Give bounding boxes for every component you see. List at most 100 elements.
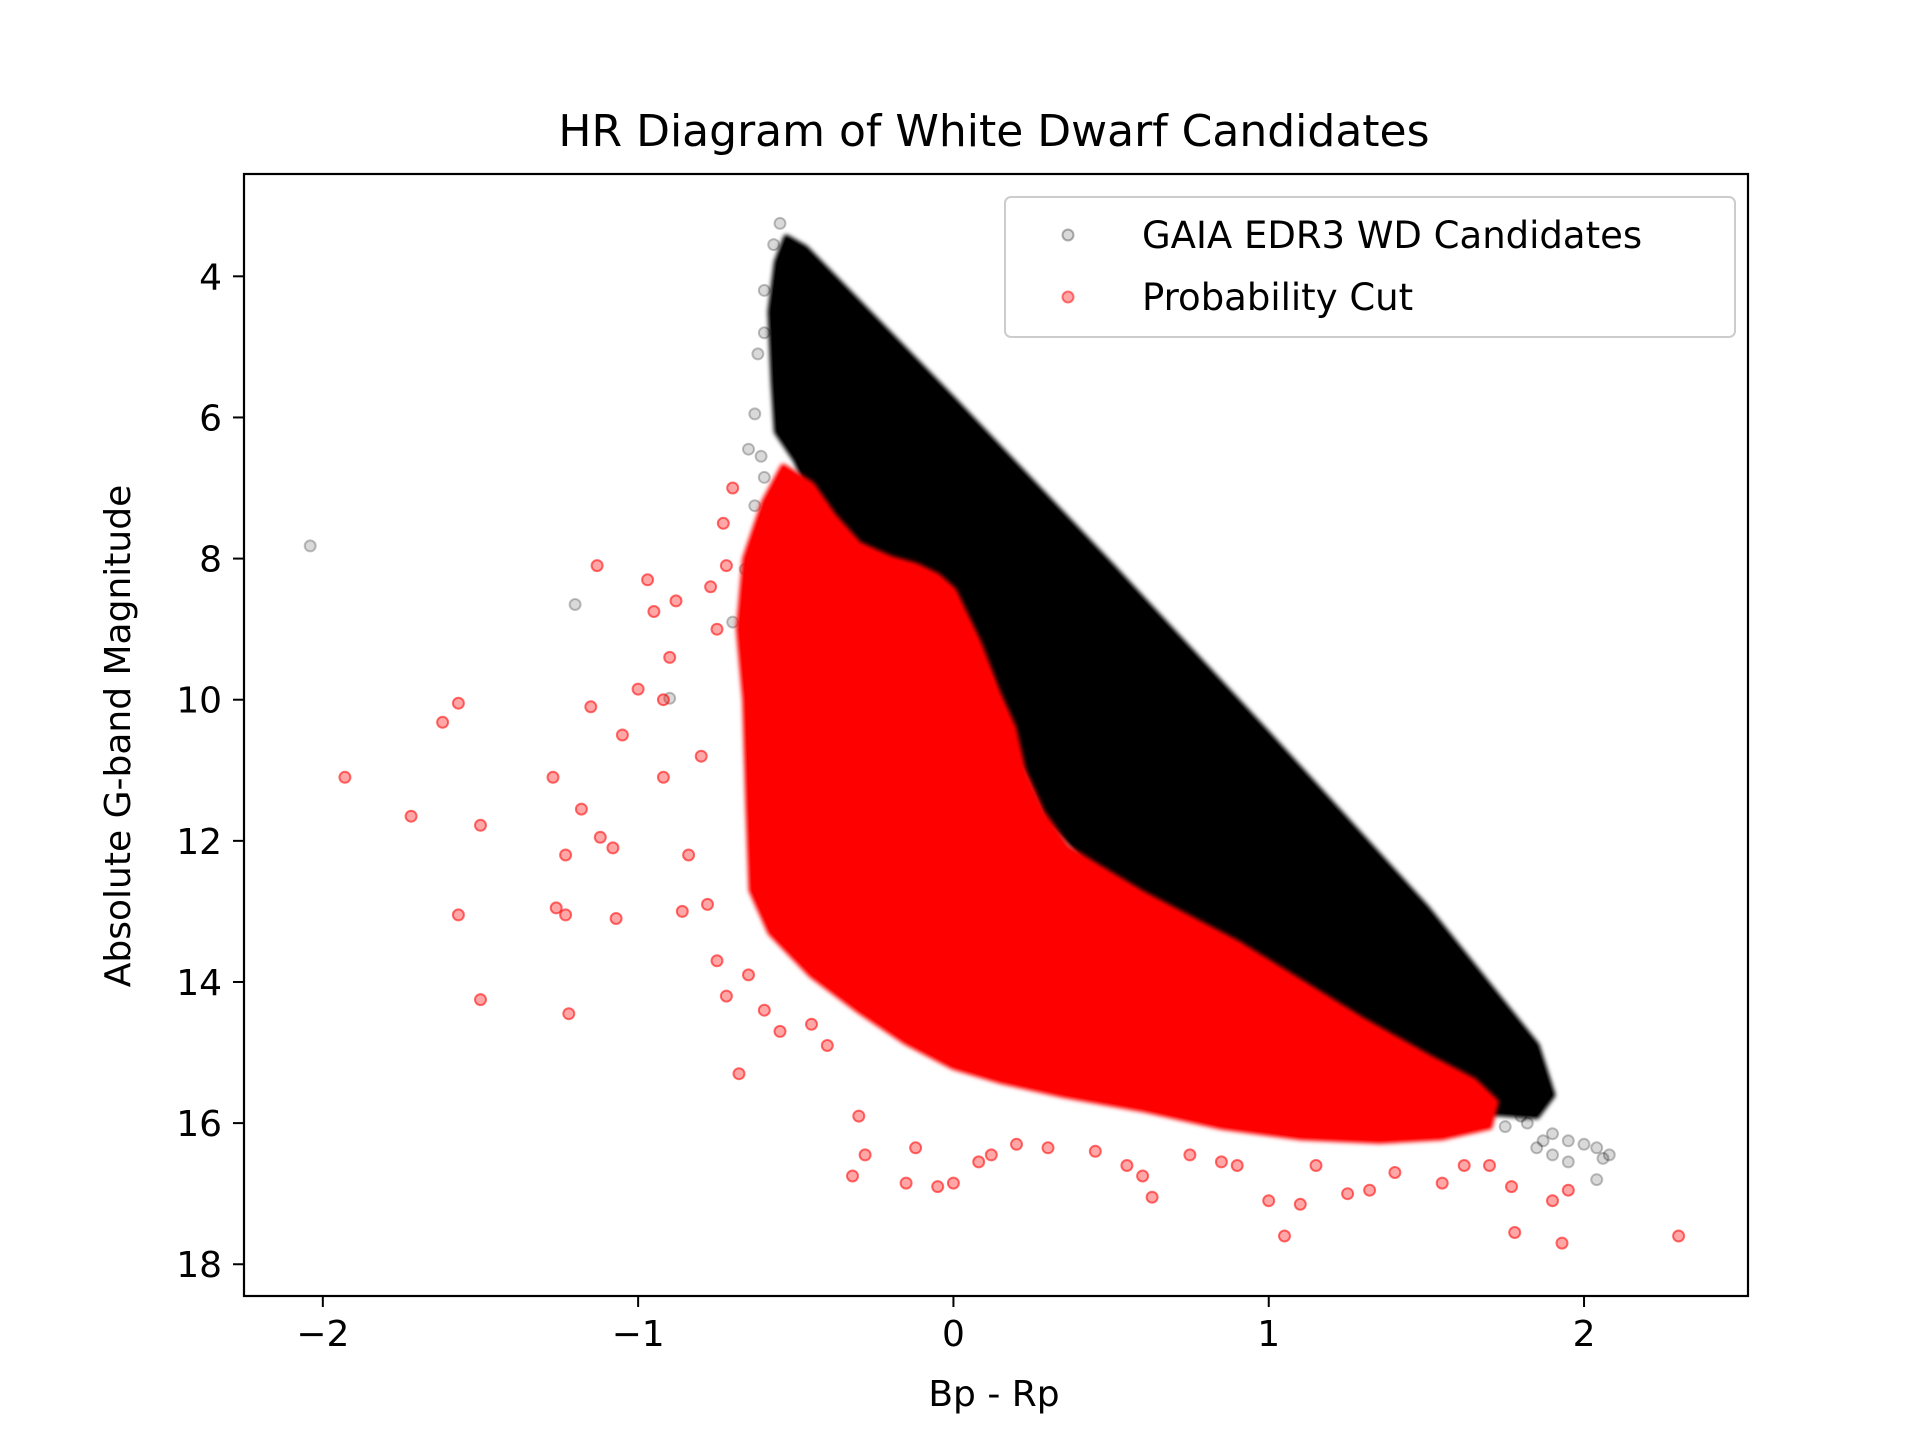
dense-region-core-probability-cut xyxy=(739,466,1496,1141)
data-point-probability-cut xyxy=(984,1148,998,1162)
data-point-gaia-candidates xyxy=(1561,1155,1575,1169)
data-point-probability-cut xyxy=(584,700,598,714)
data-point-probability-cut xyxy=(1262,1194,1276,1208)
data-point-probability-cut xyxy=(606,841,620,855)
data-point-probability-cut xyxy=(805,1017,818,1031)
data-point-probability-cut xyxy=(1293,1197,1307,1211)
data-point-probability-cut xyxy=(609,912,623,925)
data-point-gaia-candidates xyxy=(748,407,762,421)
data-point-probability-cut xyxy=(647,605,661,618)
data-point-probability-cut xyxy=(1183,1148,1197,1162)
data-point-gaia-candidates xyxy=(1596,1151,1610,1165)
data-point-gaia-candidates xyxy=(757,326,771,340)
data-point-probability-cut xyxy=(656,693,670,707)
data-point-gaia-candidates xyxy=(1577,1137,1591,1151)
data-point-probability-cut xyxy=(1505,1180,1518,1194)
data-point-gaia-candidates xyxy=(1498,1120,1512,1134)
data-point-gaia-candidates xyxy=(767,238,781,252)
data-point-gaia-candidates xyxy=(1530,1141,1544,1155)
y-tick-label: 18 xyxy=(176,1245,222,1286)
legend-box xyxy=(1004,196,1736,338)
data-point-gaia-candidates xyxy=(1546,1148,1559,1162)
data-point-probability-cut xyxy=(1145,1190,1159,1204)
data-point-probability-cut xyxy=(710,622,724,636)
legend-label-probability-cut: Probability Cut xyxy=(1142,276,1413,319)
data-point-gaia-candidates xyxy=(1561,1134,1575,1148)
data-point-probability-cut xyxy=(574,802,588,816)
plot-frame xyxy=(242,172,1750,1298)
x-axis-label: Bp - Rp xyxy=(928,1374,1059,1415)
data-point-gaia-candidates xyxy=(1514,1109,1528,1123)
legend-marker-gaia xyxy=(1061,228,1075,242)
data-point-probability-cut xyxy=(710,954,724,968)
data-point-probability-cut xyxy=(559,848,573,862)
data-point-gaia-candidates xyxy=(303,539,317,553)
data-point-probability-cut xyxy=(1041,1141,1055,1155)
data-point-probability-cut xyxy=(590,559,604,573)
data-point-probability-cut xyxy=(704,580,718,594)
y-tick-label: 4 xyxy=(199,257,222,298)
data-point-probability-cut xyxy=(474,818,487,832)
series-gaia-candidates-outliers xyxy=(303,216,1616,1187)
data-point-probability-cut xyxy=(663,650,677,664)
data-point-probability-cut xyxy=(1088,1144,1102,1158)
data-point-probability-cut xyxy=(669,594,683,608)
data-point-probability-cut xyxy=(451,908,465,922)
data-point-probability-cut xyxy=(1214,1155,1228,1169)
data-point-probability-cut xyxy=(719,989,733,1003)
data-point-probability-cut xyxy=(1561,1183,1575,1197)
data-point-probability-cut xyxy=(675,904,689,918)
data-point-probability-cut xyxy=(593,830,607,844)
data-point-gaia-candidates xyxy=(773,216,787,230)
data-point-gaia-candidates xyxy=(1520,1116,1534,1130)
data-point-probability-cut xyxy=(1457,1159,1471,1172)
data-point-probability-cut xyxy=(1309,1159,1323,1172)
data-point-probability-cut xyxy=(846,1169,859,1183)
y-tick-label: 14 xyxy=(176,963,222,1004)
x-tick-label: 2 xyxy=(1573,1314,1596,1355)
y-tick-label: 8 xyxy=(199,540,222,581)
data-point-probability-cut xyxy=(1230,1159,1244,1172)
data-point-probability-cut xyxy=(451,696,465,710)
data-point-gaia-candidates xyxy=(742,442,755,456)
data-point-probability-cut xyxy=(559,908,573,922)
data-point-probability-cut xyxy=(1363,1183,1377,1197)
data-point-gaia-candidates xyxy=(754,449,768,463)
x-tick-label: −1 xyxy=(612,1314,665,1355)
data-point-probability-cut xyxy=(701,897,714,911)
data-point-probability-cut xyxy=(852,1109,866,1123)
data-point-gaia-candidates xyxy=(1602,1148,1616,1162)
data-point-probability-cut xyxy=(338,770,352,784)
data-point-probability-cut xyxy=(820,1039,834,1052)
data-point-probability-cut xyxy=(931,1180,945,1194)
data-point-probability-cut xyxy=(719,559,733,573)
series-probability-cut-cloud xyxy=(736,463,1499,1144)
data-point-probability-cut xyxy=(773,1024,787,1038)
x-axis-ticks: −2 −1 0 1 2 xyxy=(296,1296,1595,1355)
data-point-gaia-candidates xyxy=(568,598,582,611)
data-point-probability-cut xyxy=(972,1155,986,1169)
data-point-probability-cut xyxy=(946,1176,960,1190)
legend-marker-probability-cut xyxy=(1061,290,1075,304)
y-axis-ticks: 4 6 8 10 12 14 16 18 xyxy=(176,257,244,1286)
data-point-probability-cut xyxy=(641,573,655,587)
y-tick-label: 12 xyxy=(176,822,222,863)
data-point-probability-cut xyxy=(1483,1159,1496,1172)
data-point-probability-cut xyxy=(899,1176,913,1190)
data-point-probability-cut xyxy=(1010,1137,1023,1151)
data-point-probability-cut xyxy=(757,1003,771,1017)
x-tick-label: 1 xyxy=(1257,1314,1280,1355)
data-point-probability-cut xyxy=(732,1067,746,1081)
data-point-probability-cut xyxy=(546,770,560,784)
data-point-probability-cut xyxy=(1388,1166,1402,1179)
x-tick-label: −2 xyxy=(296,1314,349,1355)
data-point-probability-cut xyxy=(742,968,755,982)
data-point-probability-cut xyxy=(1341,1187,1355,1201)
data-point-probability-cut xyxy=(682,848,696,862)
data-point-gaia-candidates xyxy=(757,470,771,484)
data-point-gaia-candidates xyxy=(1590,1141,1604,1155)
series-probability-cut-outliers xyxy=(338,481,1686,1250)
data-point-probability-cut xyxy=(436,715,450,729)
data-point-probability-cut xyxy=(615,728,629,742)
data-point-gaia-candidates xyxy=(1590,1173,1604,1187)
